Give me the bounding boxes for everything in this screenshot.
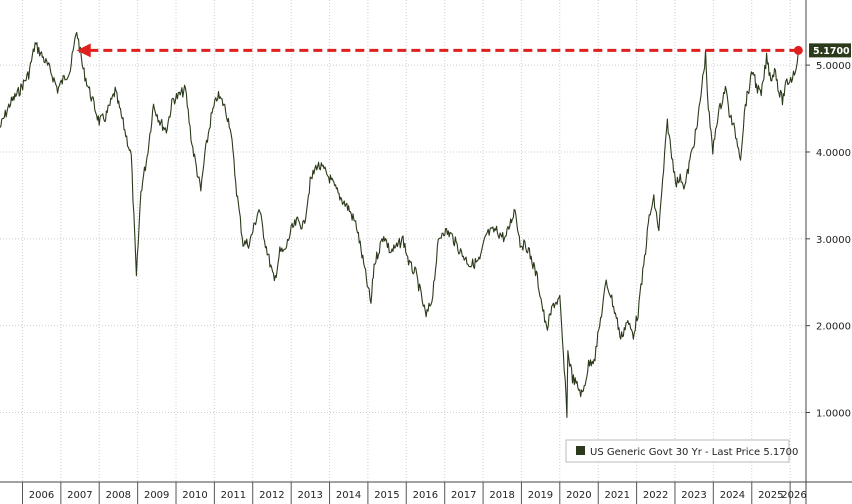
y-tick-label: 2.0000: [816, 322, 851, 333]
x-tick-label: 2018: [489, 490, 514, 501]
x-tick-label: 2024: [720, 490, 745, 501]
annotation-arrow-head: [76, 43, 91, 58]
x-tick-label: 2014: [336, 490, 361, 501]
x-tick-label: 2020: [566, 490, 591, 501]
x-tick-label: 2017: [451, 490, 476, 501]
x-tick-label: 2021: [605, 490, 630, 501]
y-axis: 1.0000 2.0000 3.0000 4.0000 5.0000: [806, 61, 851, 420]
x-tick-label: 2008: [106, 490, 131, 501]
legend-swatch: [576, 446, 585, 455]
x-tick-label: 2013: [297, 490, 322, 501]
last-value-box: [809, 43, 851, 58]
last-value-label: 5.1700: [813, 46, 850, 57]
x-tick-label: 2011: [221, 490, 246, 501]
legend-box: [565, 439, 790, 463]
x-tick-label: 2012: [259, 490, 284, 501]
x-tick-label: 2025: [758, 490, 783, 501]
y-tick-label: 3.0000: [816, 235, 851, 246]
legend-label: US Generic Govt 30 Yr - Last Price 5.170…: [590, 447, 798, 458]
y-tick-label: 4.0000: [816, 148, 851, 159]
x-tick-label: 2015: [374, 490, 399, 501]
x-tick-label: 2019: [528, 490, 553, 501]
x-tick-label: 2023: [681, 490, 706, 501]
x-tick-label: 2022: [643, 490, 668, 501]
annotation-layer: [76, 43, 803, 58]
last-value-marker: 5.1700: [809, 43, 851, 58]
series-line: [0, 31, 799, 418]
x-tick-label: 2026: [781, 490, 806, 501]
series-layer: [0, 31, 799, 418]
x-tick-label: 2009: [144, 490, 169, 501]
legend: US Generic Govt 30 Yr - Last Price 5.170…: [565, 439, 798, 463]
x-tick-label: 2006: [29, 490, 54, 501]
x-axis: 2006 2007 2008 2009 2010 2011 2012 2013 2014 2015…: [21, 482, 807, 504]
x-tick-label: 2007: [67, 490, 92, 501]
x-tick-label: 2010: [182, 490, 207, 501]
y-tick-label: 1.0000: [816, 409, 851, 420]
x-tick-label: 2016: [413, 490, 438, 501]
annotation-end-dot: [793, 45, 803, 55]
y-tick-label: 5.0000: [816, 61, 851, 72]
